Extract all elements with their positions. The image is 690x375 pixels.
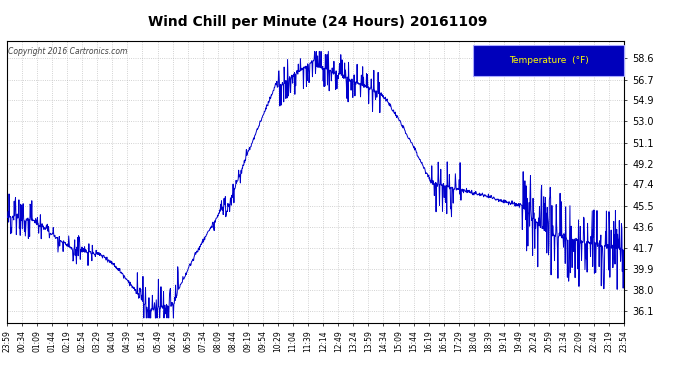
FancyBboxPatch shape bbox=[473, 45, 624, 76]
Text: Temperature  (°F): Temperature (°F) bbox=[509, 57, 589, 65]
Text: Copyright 2016 Cartronics.com: Copyright 2016 Cartronics.com bbox=[8, 47, 128, 56]
Text: Wind Chill per Minute (24 Hours) 20161109: Wind Chill per Minute (24 Hours) 2016110… bbox=[148, 15, 487, 29]
